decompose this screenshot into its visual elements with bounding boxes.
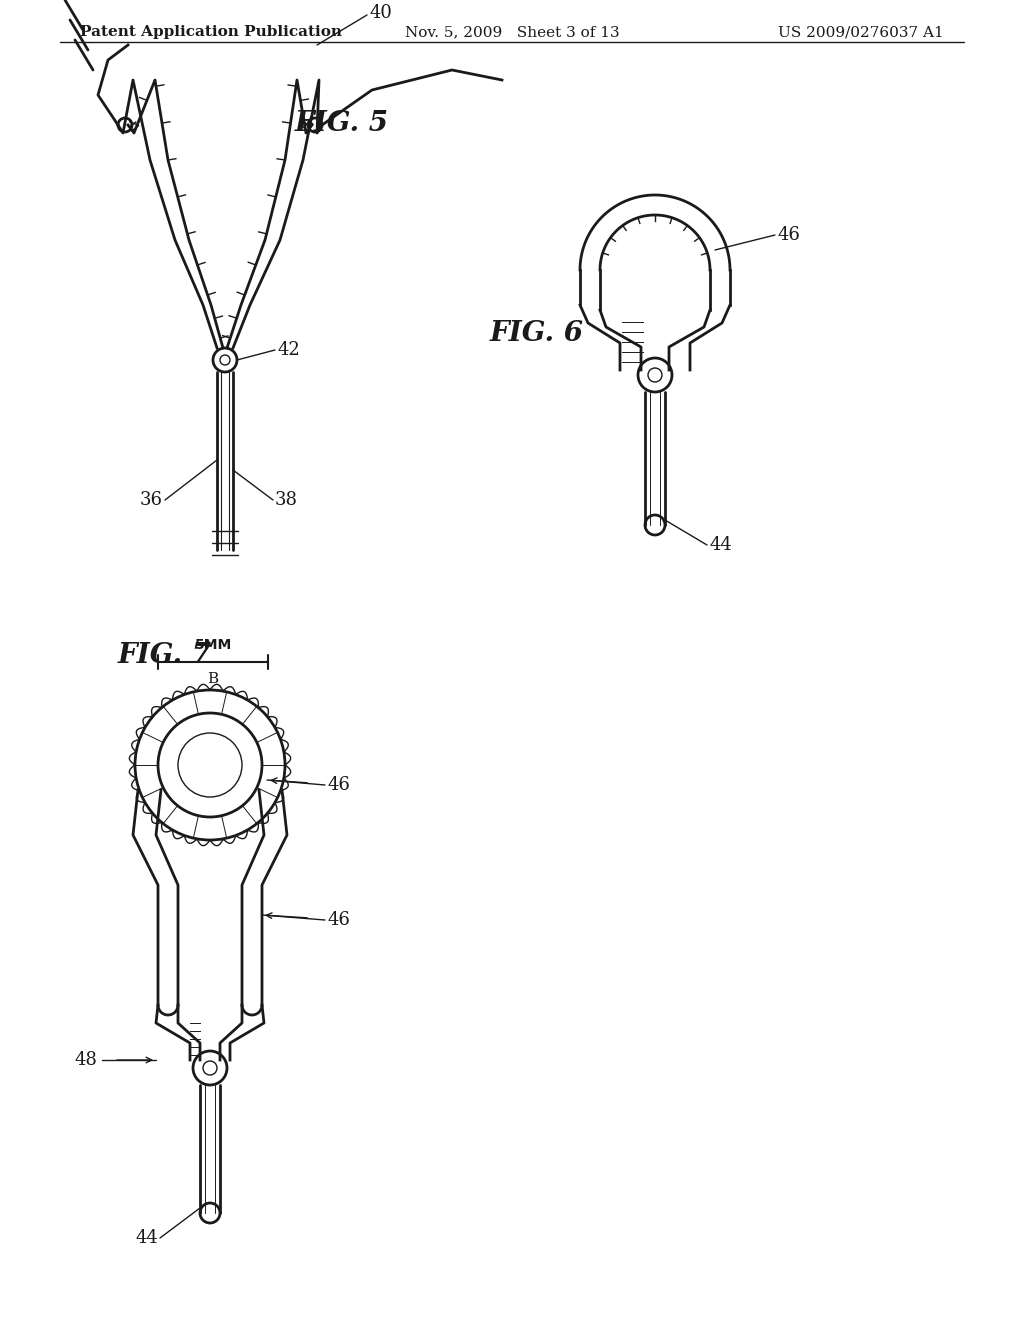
Text: 46: 46 — [327, 911, 350, 929]
Text: FIG. 5: FIG. 5 — [295, 110, 389, 137]
Text: 46: 46 — [327, 776, 350, 795]
Text: 5MM: 5MM — [195, 638, 231, 652]
Text: 36: 36 — [140, 491, 163, 510]
Text: B: B — [208, 672, 218, 686]
Text: FIG. 6: FIG. 6 — [490, 319, 584, 347]
Text: 44: 44 — [709, 536, 732, 554]
Text: Nov. 5, 2009   Sheet 3 of 13: Nov. 5, 2009 Sheet 3 of 13 — [404, 25, 620, 40]
Text: 42: 42 — [278, 341, 300, 359]
Text: 46: 46 — [777, 226, 800, 244]
Text: 38: 38 — [275, 491, 298, 510]
Text: 40: 40 — [369, 4, 392, 22]
Text: FIG. 7: FIG. 7 — [118, 642, 212, 669]
Text: US 2009/0276037 A1: US 2009/0276037 A1 — [778, 25, 944, 40]
Text: 48: 48 — [74, 1051, 97, 1069]
Text: 44: 44 — [135, 1229, 158, 1247]
Text: Patent Application Publication: Patent Application Publication — [80, 25, 342, 40]
